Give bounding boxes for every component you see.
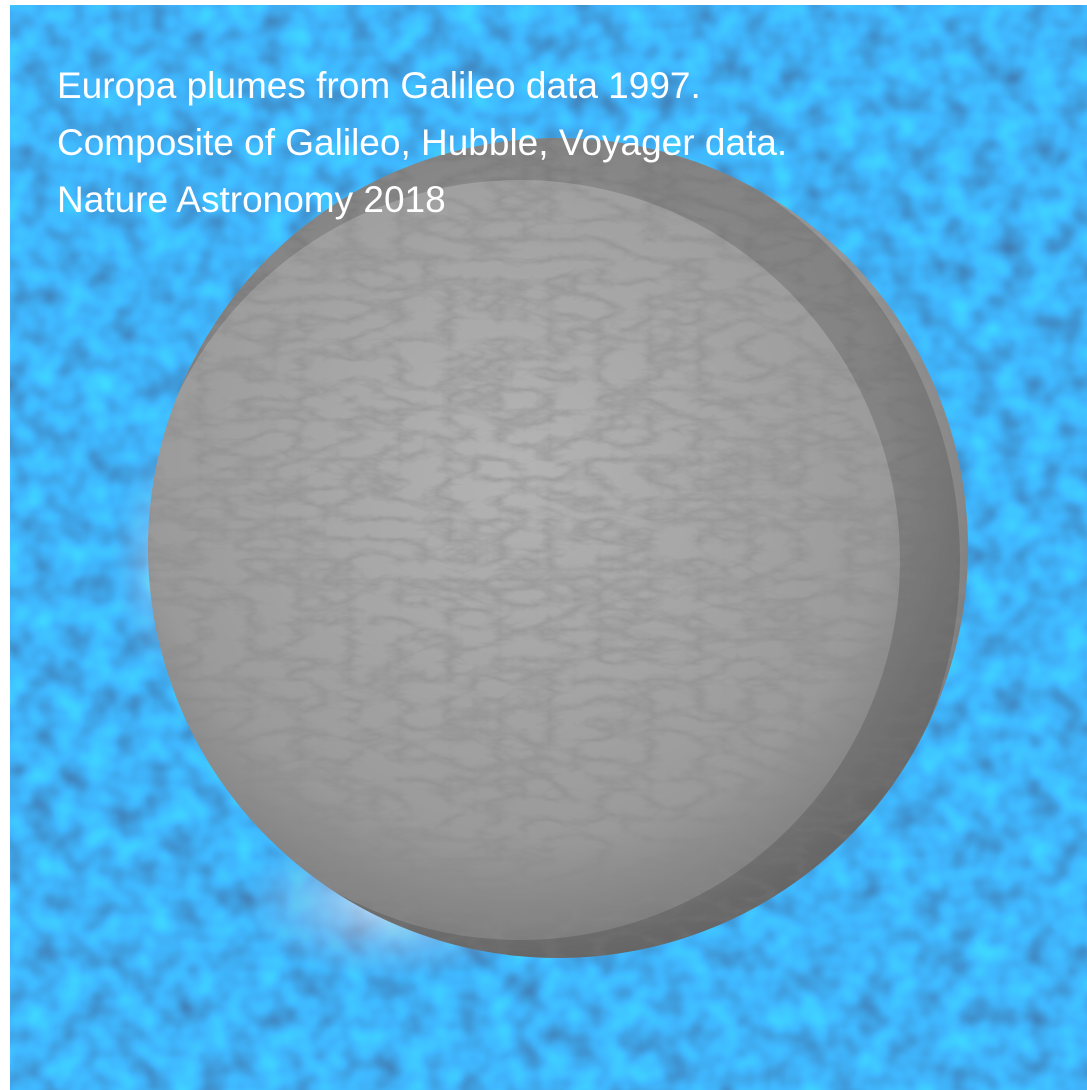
caption-line: Nature Astronomy 2018	[57, 179, 446, 220]
caption-line: Composite of Galileo, Hubble, Voyager da…	[57, 122, 787, 163]
limb-shade	[148, 138, 960, 958]
surface-texture	[148, 138, 968, 958]
caption-line: Europa plumes from Galileo data 1997.	[57, 65, 701, 106]
